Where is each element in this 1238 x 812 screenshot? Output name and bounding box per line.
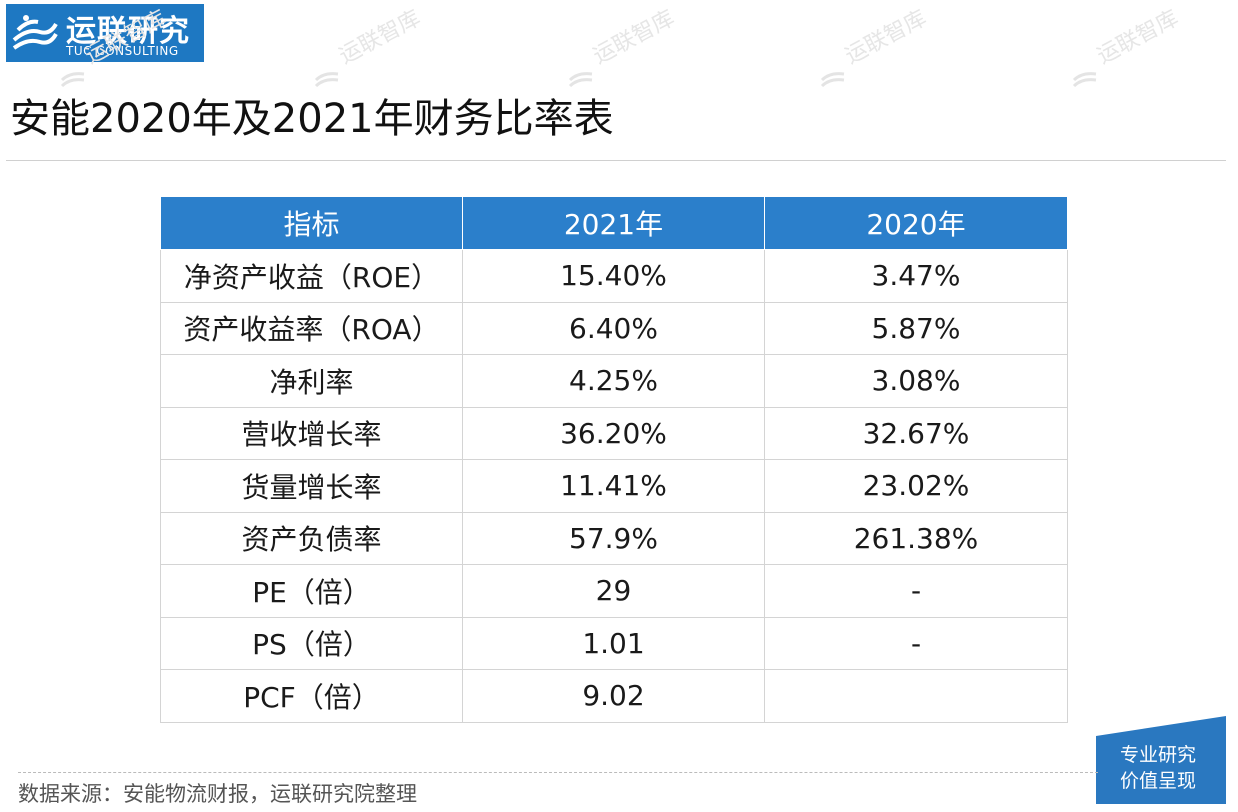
- logo-swoosh-icon: [12, 15, 58, 50]
- value-2020-cell: 261.38%: [764, 511, 1068, 565]
- watermark: 运联智库: [1072, 6, 1222, 100]
- footer-divider: [18, 772, 1098, 773]
- metric-cell: 营收增长率: [160, 406, 463, 460]
- logo: 运联研究 TUC CONSULTING: [6, 4, 204, 62]
- value-2021-cell: 15.40%: [462, 249, 765, 303]
- page-title: 安能2020年及2021年财务比率表: [10, 96, 614, 142]
- table-row: 货量增长率 11.41% 23.02%: [160, 459, 1068, 513]
- source-note: 数据来源：安能物流财报，运联研究院整理: [18, 782, 417, 806]
- value-2021-cell: 36.20%: [462, 406, 765, 460]
- value-2020-cell: -: [764, 616, 1068, 670]
- metric-cell: 净资产收益（ROE）: [160, 249, 463, 303]
- metric-cell: 货量增长率: [160, 459, 463, 513]
- table-header-row: 指标 2021年 2020年: [160, 196, 1068, 250]
- table-row: 净资产收益（ROE） 15.40% 3.47%: [160, 249, 1068, 303]
- table-row: 资产收益率（ROA） 6.40% 5.87%: [160, 301, 1068, 355]
- table-row: 营收增长率 36.20% 32.67%: [160, 406, 1068, 460]
- divider: [6, 160, 1226, 161]
- value-2021-cell: 1.01: [462, 616, 765, 670]
- value-2021-cell: 9.02: [462, 669, 765, 723]
- metric-cell: 净利率: [160, 354, 463, 408]
- column-header: 指标: [160, 196, 463, 250]
- table-row: PCF（倍） 9.02: [160, 669, 1068, 723]
- value-2020-cell: 3.47%: [764, 249, 1068, 303]
- metric-cell: 资产负债率: [160, 511, 463, 565]
- badge-line-1: 专业研究: [1120, 744, 1197, 766]
- watermark: 运联智库: [820, 6, 970, 100]
- financial-ratio-table: 指标 2021年 2020年 净资产收益（ROE） 15.40% 3.47% 资…: [160, 196, 1068, 723]
- value-2020-cell: 32.67%: [764, 406, 1068, 460]
- logo-text: 运联研究: [66, 14, 190, 49]
- table-row: 资产负债率 57.9% 261.38%: [160, 511, 1068, 565]
- table-row: PS（倍） 1.01 -: [160, 616, 1068, 670]
- value-2020-cell: 23.02%: [764, 459, 1068, 513]
- badge-background-icon: [1096, 716, 1226, 804]
- slogan-badge: 专业研究 价值呈现: [1096, 716, 1226, 804]
- metric-cell: PS（倍）: [160, 616, 463, 670]
- logo-subtext: TUC CONSULTING: [66, 44, 179, 58]
- value-2020-cell: 3.08%: [764, 354, 1068, 408]
- table-row: 净利率 4.25% 3.08%: [160, 354, 1068, 408]
- value-2021-cell: 4.25%: [462, 354, 765, 408]
- value-2021-cell: 57.9%: [462, 511, 765, 565]
- value-2020-cell: [764, 669, 1068, 723]
- column-header: 2020年: [764, 196, 1068, 250]
- value-2020-cell: -: [764, 564, 1068, 618]
- metric-cell: PCF（倍）: [160, 669, 463, 723]
- metric-cell: 资产收益率（ROA）: [160, 301, 463, 355]
- value-2021-cell: 29: [462, 564, 765, 618]
- value-2021-cell: 6.40%: [462, 301, 765, 355]
- metric-cell: PE（倍）: [160, 564, 463, 618]
- value-2020-cell: 5.87%: [764, 301, 1068, 355]
- value-2021-cell: 11.41%: [462, 459, 765, 513]
- badge-line-2: 价值呈现: [1120, 770, 1197, 792]
- table-row: PE（倍） 29 -: [160, 564, 1068, 618]
- column-header: 2021年: [462, 196, 765, 250]
